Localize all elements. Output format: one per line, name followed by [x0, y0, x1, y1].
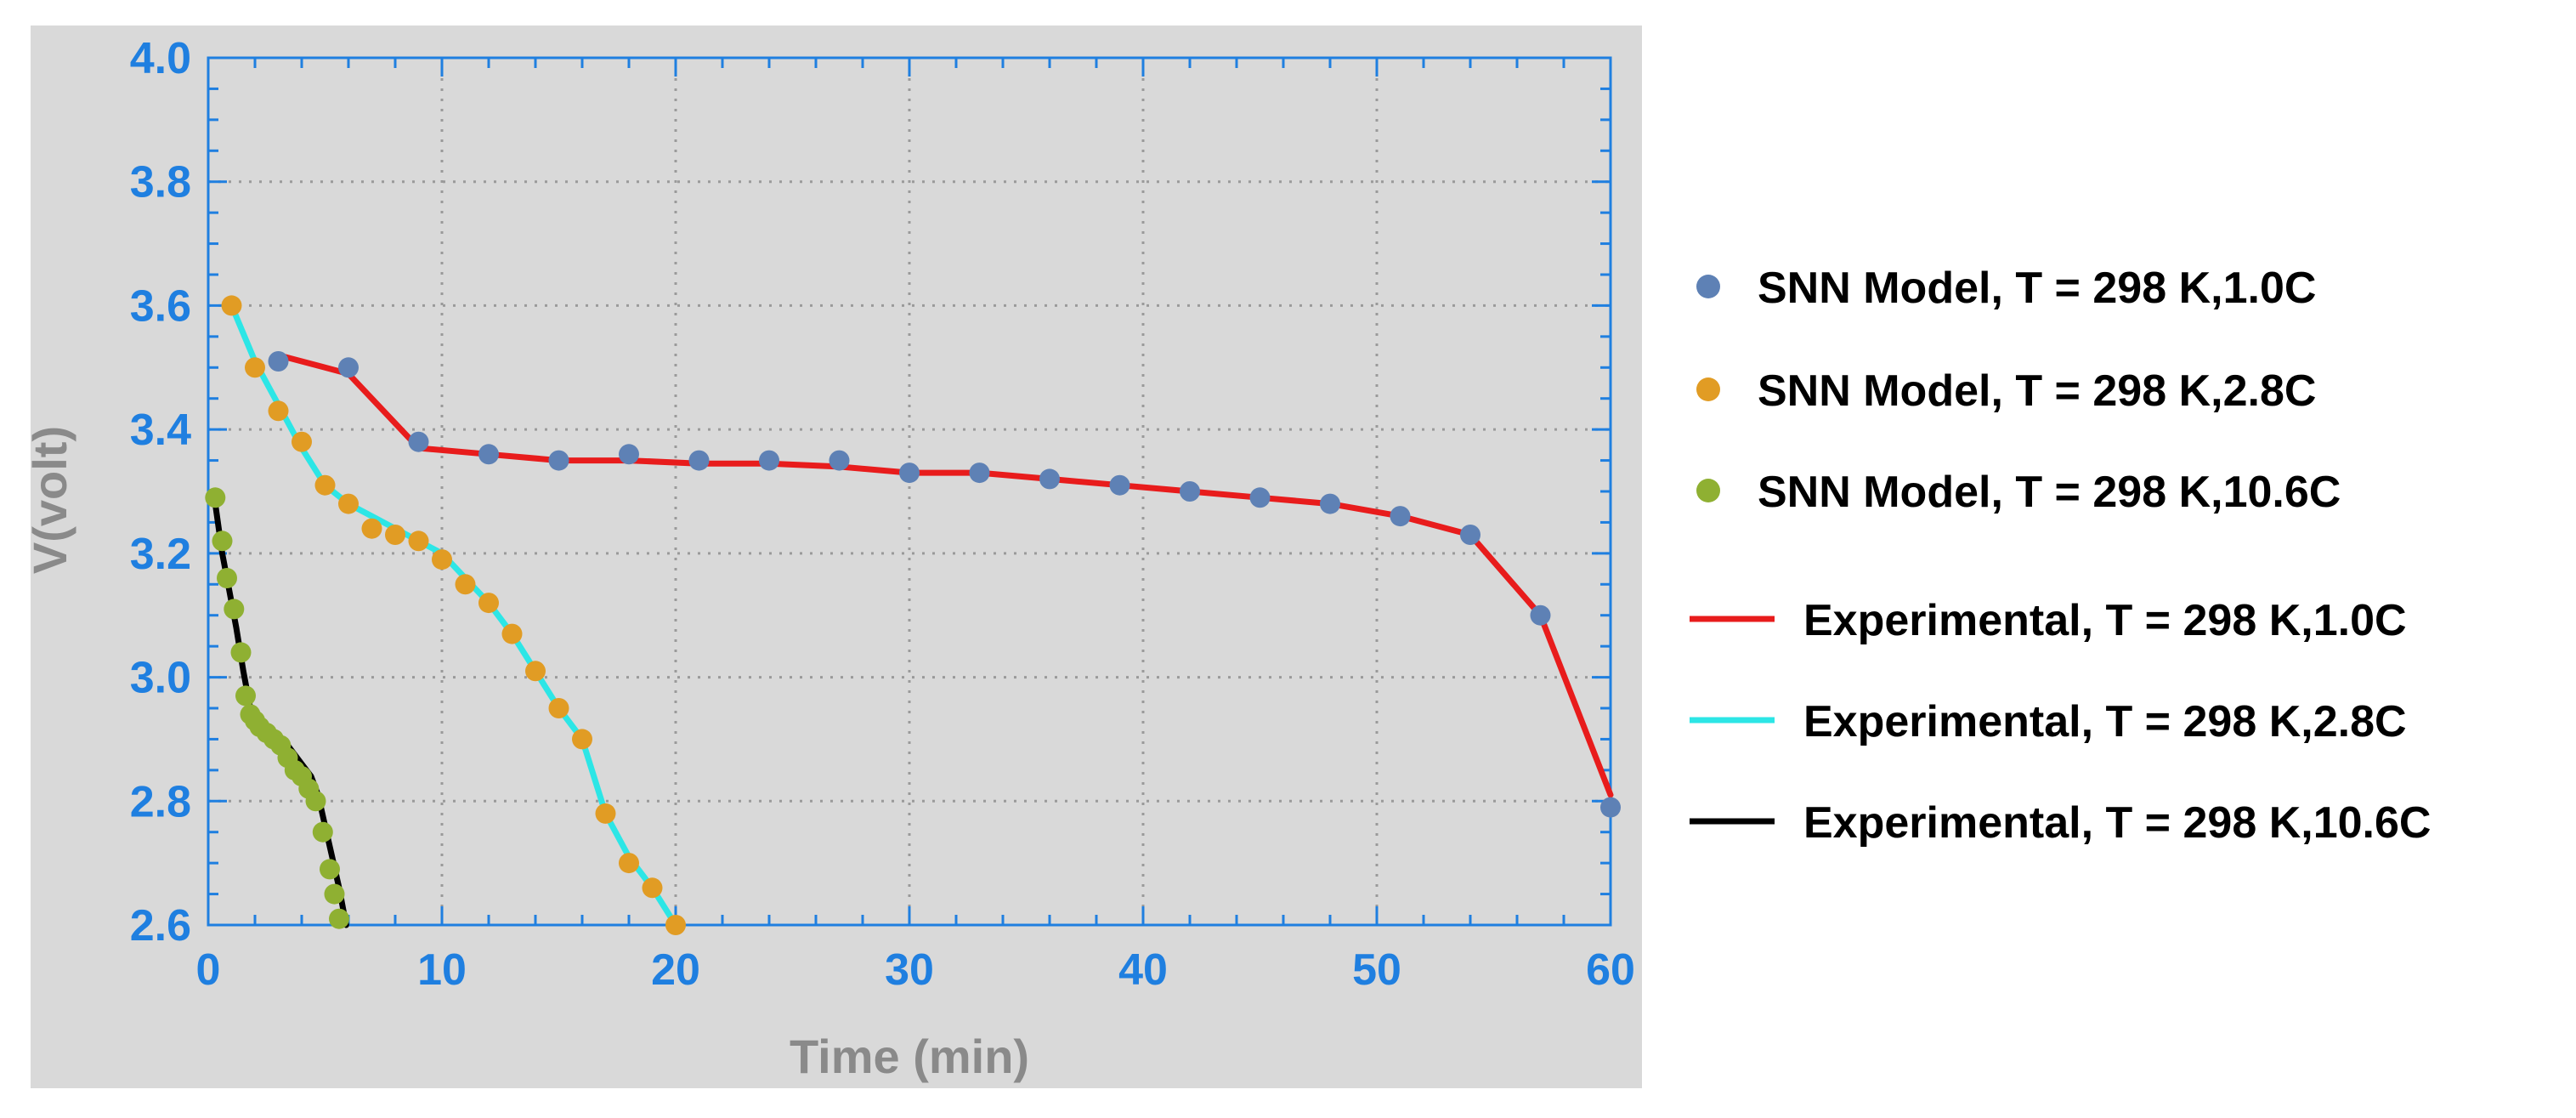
data-point-s0-3: [478, 444, 499, 465]
legend-label-2: SNN Model, T = 298 K,10.6C: [1758, 468, 2341, 517]
data-point-s1-18: [642, 877, 663, 899]
data-point-s2-0: [205, 487, 226, 508]
legend-marker-0: [1696, 275, 1720, 298]
data-point-s0-7: [759, 450, 779, 471]
grid: [208, 58, 1611, 925]
y-axis-title: V(volt): [23, 426, 76, 574]
data-point-s1-16: [595, 803, 616, 824]
data-point-s2-3: [224, 599, 245, 620]
data-point-s0-17: [1460, 525, 1480, 545]
data-point-s1-3: [292, 431, 312, 452]
data-point-s1-9: [432, 549, 452, 570]
data-point-s2-17: [312, 821, 333, 843]
data-point-s2-1: [212, 531, 233, 552]
data-point-s1-15: [572, 729, 592, 750]
data-point-s0-2: [408, 431, 429, 452]
data-point-s2-5: [235, 685, 256, 707]
data-point-s1-0: [221, 295, 242, 316]
data-point-s0-5: [619, 444, 639, 465]
x-tick-label: 0: [196, 945, 221, 995]
data-point-s0-19: [1600, 797, 1621, 818]
x-tick-label: 50: [1352, 945, 1401, 995]
data-point-s1-1: [245, 357, 265, 378]
x-tick-label: 10: [417, 945, 467, 995]
legend: SNN Model, T = 298 K,1.0C SNN Model, T = …: [1690, 264, 2431, 848]
data-point-s1-11: [478, 593, 499, 614]
data-point-s0-4: [548, 450, 569, 471]
series-line-4: [229, 302, 679, 928]
x-tick-label: 40: [1118, 945, 1168, 995]
data-point-s0-6: [688, 450, 710, 471]
data-point-s1-19: [665, 915, 686, 935]
data-point-s1-2: [268, 400, 289, 422]
legend-label-1: SNN Model, T = 298 K,2.8C: [1758, 366, 2316, 416]
data-point-s0-9: [899, 463, 920, 484]
data-point-s2-2: [217, 568, 237, 588]
legend-label-0: SNN Model, T = 298 K,1.0C: [1758, 264, 2316, 313]
axis-ticks: [207, 56, 1612, 927]
y-tick-label: 2.6: [130, 901, 191, 951]
y-tick-label: 3.8: [130, 158, 191, 207]
data-point-s2-18: [320, 859, 340, 880]
data-point-s0-14: [1249, 487, 1271, 508]
data-point-s0-13: [1180, 481, 1200, 502]
data-point-s1-5: [338, 493, 359, 514]
y-tick-label: 3.4: [130, 406, 191, 455]
data-point-s1-10: [455, 574, 476, 595]
data-point-s0-1: [338, 357, 359, 378]
y-tick-label: 4.0: [130, 34, 191, 83]
data-point-s2-4: [230, 642, 252, 663]
legend-marker-1: [1696, 377, 1720, 401]
y-tick-label: 3.0: [130, 654, 191, 703]
x-axis-title: Time (min): [790, 1030, 1029, 1083]
tick-labels: 0 10 20 30 40 50 60 2.6 2.8 3.0 3.2 3.4 3.6 3.8 4.0: [130, 34, 1635, 995]
y-tick-label: 2.8: [130, 777, 191, 826]
data-point-s2-16: [305, 791, 326, 812]
data-point-s1-6: [361, 518, 382, 539]
data-point-s1-17: [619, 853, 639, 874]
x-tick-label: 30: [885, 945, 934, 995]
data-point-s0-8: [829, 450, 850, 471]
data-point-s1-7: [385, 525, 405, 545]
data-point-s0-12: [1109, 474, 1130, 496]
plot-background: [31, 26, 1642, 1088]
series-layer: [205, 295, 1621, 935]
data-point-s0-10: [969, 463, 990, 484]
data-point-s1-4: [314, 474, 336, 496]
data-point-s0-18: [1530, 604, 1551, 626]
data-point-s1-8: [408, 531, 429, 552]
y-tick-label: 3.6: [130, 281, 191, 331]
x-tick-label: 60: [1586, 945, 1635, 995]
x-tick-label: 20: [651, 945, 700, 995]
data-point-s1-13: [525, 661, 546, 682]
data-point-s0-16: [1390, 506, 1411, 527]
data-point-s2-20: [329, 908, 349, 929]
data-point-s0-0: [268, 351, 289, 372]
data-point-s0-15: [1320, 493, 1340, 514]
series-line-3: [275, 352, 1614, 798]
data-point-s2-19: [324, 883, 345, 905]
legend-label-5: Experimental, T = 298 K,10.6C: [1803, 798, 2431, 848]
y-tick-label: 3.2: [130, 530, 191, 579]
data-point-s1-14: [548, 698, 569, 718]
legend-label-4: Experimental, T = 298 K,2.8C: [1803, 697, 2407, 746]
data-point-s0-11: [1039, 468, 1060, 490]
legend-marker-2: [1696, 479, 1720, 502]
data-point-s1-12: [501, 623, 523, 644]
legend-label-3: Experimental, T = 298 K,1.0C: [1803, 596, 2407, 645]
